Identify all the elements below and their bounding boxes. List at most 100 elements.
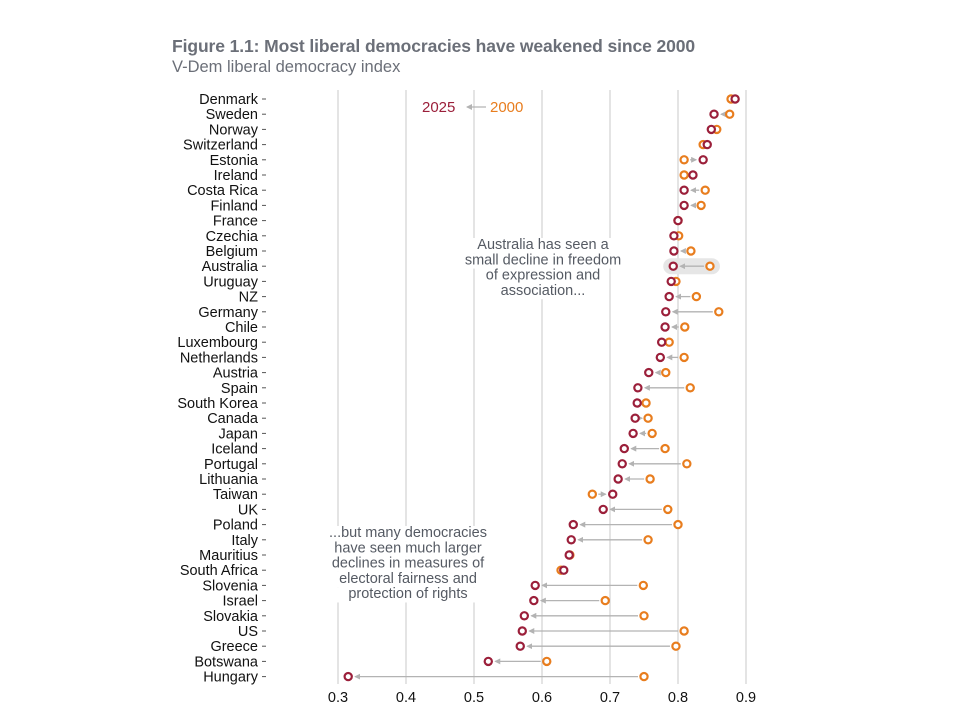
point-2000 bbox=[587, 489, 598, 499]
country-row bbox=[568, 519, 683, 530]
point-2025 bbox=[613, 474, 623, 484]
country-row bbox=[343, 671, 649, 682]
country-label: Austria bbox=[213, 366, 259, 382]
annotation-bg bbox=[488, 283, 598, 300]
point-2000 bbox=[663, 504, 673, 515]
country-row bbox=[656, 337, 674, 347]
country-row bbox=[660, 322, 690, 332]
country-row bbox=[669, 231, 684, 241]
point-2025 bbox=[709, 109, 719, 119]
country-label: Australia bbox=[202, 259, 259, 275]
country-row bbox=[530, 580, 649, 591]
point-2000 bbox=[661, 367, 671, 378]
country-row bbox=[483, 656, 552, 667]
point-2025 bbox=[669, 246, 679, 256]
country-label: Chile bbox=[225, 320, 258, 336]
point-2025 bbox=[530, 580, 540, 591]
point-2000 bbox=[639, 671, 649, 682]
point-2000 bbox=[643, 413, 653, 423]
point-2000 bbox=[680, 322, 690, 332]
country-label: Norway bbox=[209, 122, 259, 138]
point-2000 bbox=[664, 337, 674, 347]
country-row bbox=[587, 489, 618, 499]
point-2000 bbox=[724, 109, 735, 119]
point-2000 bbox=[639, 611, 649, 621]
point-2025 bbox=[617, 459, 627, 469]
point-2000 bbox=[638, 580, 649, 591]
country-rows bbox=[343, 94, 740, 682]
point-2000 bbox=[641, 398, 651, 408]
country-row bbox=[706, 124, 722, 135]
country-label: Sweden bbox=[206, 107, 258, 123]
country-row bbox=[709, 109, 735, 119]
point-2000 bbox=[705, 261, 715, 271]
country-label: UK bbox=[238, 502, 258, 518]
country-label: Costa Rica bbox=[187, 183, 259, 199]
point-2025 bbox=[628, 428, 638, 439]
point-2025 bbox=[515, 641, 525, 651]
point-2025 bbox=[702, 139, 712, 150]
point-2025 bbox=[559, 565, 569, 575]
point-2000 bbox=[645, 474, 655, 484]
point-2025 bbox=[730, 94, 740, 104]
country-label: Lithuania bbox=[199, 472, 259, 488]
country-label: Japan bbox=[218, 426, 258, 442]
country-row bbox=[564, 550, 575, 560]
point-2025 bbox=[608, 489, 618, 499]
point-2025 bbox=[483, 656, 493, 667]
country-row bbox=[619, 443, 670, 454]
point-2000 bbox=[696, 200, 706, 211]
point-2025 bbox=[679, 200, 689, 211]
country-label: Spain bbox=[221, 381, 258, 397]
point-2000 bbox=[679, 352, 689, 363]
point-2025 bbox=[673, 215, 683, 226]
point-2025 bbox=[644, 367, 654, 378]
country-row bbox=[628, 428, 657, 439]
annotation-bg bbox=[328, 541, 488, 557]
country-label: Ireland bbox=[214, 168, 258, 184]
country-row bbox=[519, 611, 649, 621]
annotation-bg bbox=[452, 253, 634, 269]
country-row bbox=[632, 398, 651, 408]
country-row bbox=[669, 246, 696, 256]
country-row bbox=[630, 413, 653, 423]
country-label: Taiwan bbox=[213, 487, 258, 503]
point-2025 bbox=[632, 398, 642, 408]
annotation-bg bbox=[324, 571, 492, 588]
annotation-bg bbox=[477, 268, 609, 284]
annotation-line: of expression and bbox=[486, 268, 600, 284]
country-row bbox=[679, 185, 710, 195]
point-2025 bbox=[661, 307, 671, 317]
country-label: Italy bbox=[231, 533, 258, 549]
country-label: Hungary bbox=[203, 670, 259, 686]
point-2025 bbox=[660, 322, 670, 332]
country-label: South Korea bbox=[177, 396, 259, 412]
country-label: Botswana bbox=[194, 654, 259, 670]
country-row bbox=[673, 215, 683, 226]
x-tick-label: 0.7 bbox=[600, 690, 620, 706]
country-label: Iceland bbox=[211, 442, 258, 458]
country-label: Netherlands bbox=[180, 350, 258, 366]
point-2025 bbox=[633, 383, 643, 393]
point-2025 bbox=[568, 519, 578, 530]
country-row bbox=[726, 94, 740, 104]
point-2025 bbox=[517, 626, 527, 636]
point-2000 bbox=[679, 626, 689, 636]
x-tick-label: 0.5 bbox=[464, 690, 484, 706]
country-label: Slovenia bbox=[202, 578, 259, 594]
point-2000 bbox=[714, 307, 724, 317]
point-2000 bbox=[700, 185, 710, 195]
point-2025 bbox=[688, 170, 698, 180]
country-row bbox=[661, 307, 724, 317]
country-label: Czechia bbox=[206, 229, 259, 245]
annotation-line: Australia has seen a bbox=[477, 237, 609, 253]
country-row bbox=[517, 626, 689, 636]
country-label: Israel bbox=[223, 594, 258, 610]
annotation-bg bbox=[321, 526, 495, 542]
point-2025 bbox=[343, 671, 353, 682]
country-row bbox=[613, 474, 655, 484]
annotation-line: small decline in freedom bbox=[465, 252, 621, 268]
point-2025 bbox=[669, 231, 679, 241]
country-label: NZ bbox=[239, 290, 258, 306]
